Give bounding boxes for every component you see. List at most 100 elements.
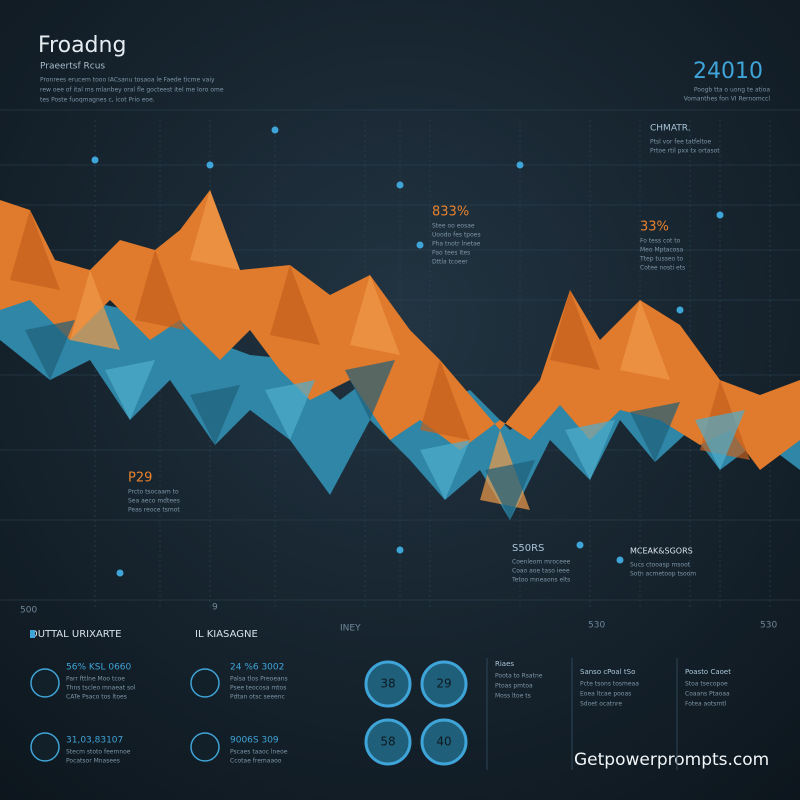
side-title: Sanso cPoal tSo [580,668,635,676]
ring-value: 38 [380,677,395,691]
ring [420,660,468,708]
stat-text: Pscaes taaoc lneoe [230,749,288,756]
stat-text: Pdtan otsc seeenc [230,694,285,701]
texts: Froadng Praeertsf Rcus 24010 Getpowerpro… [20,33,777,770]
side-text: Stoa tsecopoe [685,681,728,688]
body-text: Pronrees erucem tooo IACsanu tosaoa le F… [40,77,215,84]
axis-label: 500 [20,606,37,616]
facet [630,402,680,462]
watermark: Getpowerprompts.com [574,750,769,770]
facet [420,440,470,500]
callout-title: MCEAK&SGORS [630,547,693,556]
stat-text: Pocatsor Mnasees [66,758,120,765]
side-title: Riaes [495,660,514,668]
stat-icon [190,732,220,762]
callout-text: Sea aeco mdtees [128,498,180,505]
ring-value: 40 [436,735,451,749]
axis-label: 9 [212,603,218,613]
callout-text: Peas reoce tsmot [128,507,180,514]
title: Froadng [38,33,126,58]
dot [616,556,624,564]
summary-value: 24010 [693,59,763,84]
stat-title: 31,03,83107 [66,736,123,746]
stat-text: Parr fttlne Moo tcoe [66,676,125,683]
dot [206,161,214,169]
summary-caption: Poogb tta o uong te atioa [694,87,770,94]
body-text: tes Poste fuoqmagnes c, icot Prio eoe. [40,97,155,104]
stat-title: 56% KSL 0660 [66,663,132,673]
section-title: DUTTAL URIXARTE [30,629,121,640]
callout-text: Ttep tusseo to [639,256,683,263]
facet [620,300,670,380]
axis-label: 530 [588,621,605,631]
callout-text: Stee oo eosae [432,223,475,230]
facet [420,360,470,440]
callout-title: 33% [640,220,669,235]
callout-text: Cotee nosti ets [640,265,685,272]
callout-text: Coao aoe taso ieee [512,568,570,575]
facet [345,360,395,420]
ring [364,718,412,766]
facet [105,360,155,420]
side-text: Coaans Ptaoaa [685,691,730,698]
axis-label: 530 [760,621,777,631]
side-text: Ptoas pmtoa [495,683,533,690]
facet [10,210,60,290]
callout-text: Tetoo mneaons elts [511,577,570,584]
callout-text: Coenleom mroceee [512,559,571,566]
facet [565,420,615,480]
side-title: Poasto Caoet [685,668,731,676]
mountains [0,126,800,577]
callout-title: S50RS [512,543,544,554]
ring-value: 29 [436,677,451,691]
facet [550,290,600,370]
stat-text: Stecm stoto feemnoe [66,749,131,756]
dot [576,541,584,549]
side-text: Sdoet ocatnre [580,701,622,708]
section-marker [30,630,35,638]
stat-title: 24 %6 3002 [230,663,284,673]
facet [135,250,185,330]
facet [485,460,535,520]
dot [396,181,404,189]
stat-title: 9006S 309 [230,736,279,746]
side-text: Moss ltoe ts [495,693,531,700]
summary-caption: Vomanthes fon VI Rernomccl [684,96,771,103]
callout-text: Pha tnotr lnetae [432,241,481,248]
stat-text: CATe Psaco tos ltoes [66,694,127,701]
side-text: Eoea ltcae pooas [580,691,631,698]
stat-text: Thns tscleo mnaeat sol [65,685,136,692]
callout-text: Dttla tcoeer [432,259,468,266]
body-text: rew oee of ital ms mlanbey oral fle goct… [40,87,224,94]
section-title: IL KIASAGNE [195,629,258,640]
callout-title: 833% [432,205,469,220]
stat-icon [30,668,60,698]
callout-text: Prcto tsocaam to [128,489,179,496]
dot [416,241,424,249]
callout-text: Prtoe rtil pxx tx ortasot [650,148,720,155]
dot [516,161,524,169]
facet [695,410,745,470]
dot [396,546,404,554]
ring [364,660,412,708]
callout-text: Pao tees Ites [432,250,470,257]
dot [271,126,279,134]
facet [350,275,400,355]
facet [190,190,240,270]
stat-text: Ccotae fremaaoo [230,758,282,765]
dot [91,156,99,164]
callout-title: P29 [128,471,152,486]
callout-text: Fo tess cot to [640,238,681,245]
dot [116,569,124,577]
dot [676,306,684,314]
stat-text: Psee teocosa mtos [230,685,286,692]
stat-icon [30,732,60,762]
callout-title: CHMATR. [650,124,691,134]
stat-text: Palsa tlos Preoeans [230,676,288,683]
facet [25,320,75,380]
facet [270,265,320,345]
axis-label: INEY [340,624,361,634]
callout-text: Ptsl vor fee tatfeltoe [650,139,712,146]
callout-text: Meo Mptacosa [640,247,684,254]
